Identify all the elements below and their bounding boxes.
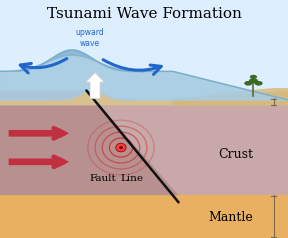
Ellipse shape [249, 78, 258, 84]
Polygon shape [0, 105, 288, 195]
Text: Tsunami Wave Formation: Tsunami Wave Formation [47, 7, 241, 21]
Circle shape [119, 146, 123, 149]
FancyArrow shape [9, 127, 66, 139]
Text: Fault: Fault [90, 174, 117, 183]
Ellipse shape [250, 75, 257, 79]
Ellipse shape [244, 81, 252, 86]
Text: Mantle: Mantle [208, 211, 253, 224]
FancyArrow shape [9, 156, 66, 168]
Text: Crust: Crust [219, 148, 254, 161]
Text: Line: Line [121, 174, 144, 183]
Circle shape [116, 143, 126, 152]
Polygon shape [0, 90, 179, 195]
Text: upward
wave: upward wave [75, 28, 104, 48]
Polygon shape [187, 88, 288, 102]
Polygon shape [0, 195, 288, 238]
Ellipse shape [255, 81, 263, 86]
FancyArrow shape [86, 73, 104, 99]
